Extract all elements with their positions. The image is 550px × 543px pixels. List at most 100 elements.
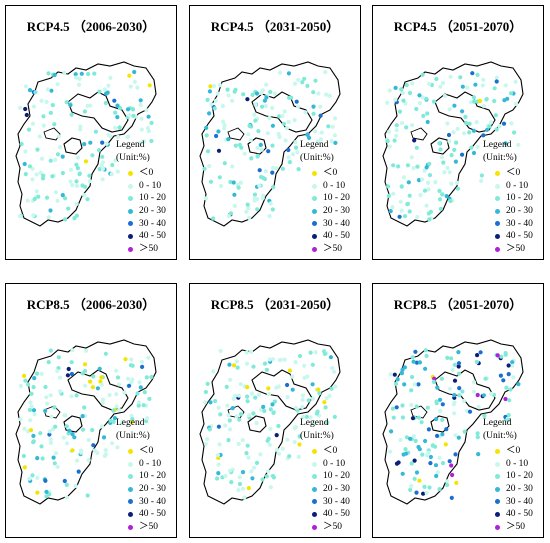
legend: Legend (Unit:%) ＜0 0 - 10 10 - 20 20 - 30 30 -…: [116, 139, 166, 255]
station-point: [301, 414, 306, 420]
station-point: [408, 487, 413, 492]
legend-item: ＞50: [483, 521, 533, 534]
legend-item: 30 - 40: [300, 496, 350, 509]
station-point: [246, 132, 251, 137]
station-point: [393, 85, 398, 90]
station-point: [232, 203, 237, 208]
station-point: [324, 92, 329, 97]
station-point: [35, 475, 40, 480]
station-point: [512, 130, 517, 135]
station-point: [296, 104, 301, 109]
station-point: [46, 360, 51, 365]
station-point: [475, 144, 480, 149]
station-point: [205, 437, 210, 442]
station-point: [226, 93, 231, 98]
station-point: [280, 113, 285, 118]
station-point: [55, 368, 60, 373]
station-point: [264, 95, 269, 100]
station-point: [137, 380, 142, 385]
station-point: [501, 378, 506, 383]
station-point: [131, 113, 136, 118]
station-point: [114, 368, 119, 373]
station-point: [77, 82, 82, 87]
station-point: [227, 427, 233, 432]
legend-swatch: [128, 486, 133, 492]
station-point: [438, 397, 443, 402]
station-point: [88, 140, 93, 145]
station-point: [325, 420, 330, 425]
station-point: [308, 350, 313, 355]
station-point: [427, 485, 432, 490]
station-point: [407, 193, 412, 198]
legend-label: 30 - 40: [323, 218, 350, 229]
station-point: [208, 84, 213, 89]
station-point: [211, 83, 216, 89]
station-point: [431, 379, 436, 384]
station-point: [67, 428, 72, 433]
station-point: [403, 451, 409, 456]
station-point: [506, 363, 511, 368]
station-point: [31, 408, 37, 413]
station-point: [216, 471, 221, 476]
station-point: [48, 393, 53, 398]
station-point: [44, 494, 49, 499]
station-point: [394, 123, 399, 128]
station-point: [241, 92, 246, 97]
station-point: [250, 476, 255, 481]
station-point: [444, 194, 449, 199]
station-point: [263, 169, 268, 174]
station-point: [293, 140, 298, 145]
station-point: [471, 380, 477, 385]
station-point: [399, 87, 404, 92]
station-point: [495, 353, 500, 358]
station-point: [126, 376, 131, 381]
station-point: [449, 181, 454, 186]
station-point: [209, 102, 214, 107]
legend-item: ＞50: [116, 521, 166, 534]
station-point: [277, 134, 282, 140]
station-point: [216, 424, 221, 429]
station-point: [235, 365, 240, 370]
station-point: [27, 476, 32, 481]
station-point: [29, 404, 34, 409]
station-point: [409, 484, 414, 489]
station-point: [139, 116, 144, 121]
station-point: [96, 148, 102, 153]
station-point: [222, 161, 227, 166]
station-point: [246, 455, 251, 460]
station-point: [111, 408, 116, 413]
station-point: [511, 375, 516, 380]
station-point: [434, 76, 439, 82]
station-point: [307, 135, 312, 140]
station-point: [260, 477, 265, 482]
station-point: [100, 400, 105, 405]
station-point: [457, 393, 462, 398]
panel-title: RCP8.5 （2051-2070）: [393, 297, 523, 312]
legend: Legend (Unit:%) ＜0 0 - 10 10 - 20 20 - 30 30 -…: [300, 417, 350, 533]
station-point: [232, 192, 237, 197]
station-point: [100, 177, 105, 182]
station-point: [203, 196, 209, 201]
station-point: [69, 371, 74, 377]
station-point: [146, 355, 151, 360]
station-point: [82, 142, 87, 147]
station-point: [437, 197, 443, 202]
station-point: [322, 351, 328, 356]
station-point: [463, 114, 468, 119]
legend-item: 20 - 30: [116, 483, 166, 496]
station-point: [513, 79, 518, 84]
station-point: [247, 215, 252, 220]
station-point: [404, 125, 409, 130]
station-point: [75, 166, 80, 171]
station-point: [205, 97, 210, 102]
station-point: [447, 170, 452, 175]
legend-label: 20 - 30: [506, 205, 533, 216]
station-point: [409, 402, 414, 408]
station-point: [102, 87, 107, 92]
legend-label: 30 - 40: [139, 496, 166, 507]
station-point: [296, 167, 301, 172]
station-point: [460, 152, 465, 157]
station-point: [72, 216, 77, 221]
station-point: [460, 84, 465, 89]
boundary-line: [43, 405, 61, 419]
